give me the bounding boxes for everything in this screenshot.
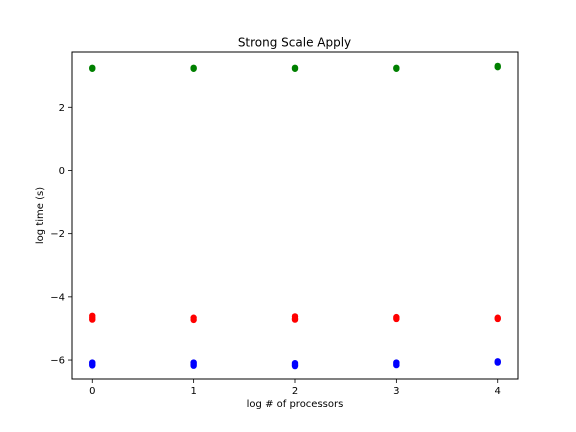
- chart-title: Strong Scale Apply: [238, 36, 351, 50]
- x-axis-label: log # of processors: [247, 399, 344, 410]
- data-point-series-0-3: [190, 65, 196, 71]
- y-tick-label: −2: [50, 229, 65, 240]
- data-point-series-2-11: [393, 362, 399, 368]
- x-tick-label: 0: [89, 386, 95, 397]
- plot-area: [89, 63, 501, 370]
- y-tick-label: −4: [50, 292, 65, 303]
- x-axis: 0 1 2 3 4: [89, 379, 501, 397]
- data-point-series-2-5: [190, 363, 196, 369]
- data-point-series-0-1: [89, 65, 95, 71]
- y-tick-label: 2: [59, 103, 65, 114]
- data-point-series-0-9: [495, 63, 501, 69]
- x-tick-label: 1: [190, 386, 196, 397]
- data-point-series-0-5: [292, 65, 298, 71]
- data-point-series-2-8: [292, 363, 298, 369]
- x-tick-label: 3: [393, 386, 399, 397]
- data-point-series-1-4: [190, 317, 196, 323]
- data-point-series-2-2: [89, 362, 95, 368]
- data-point-series-1-9: [393, 316, 399, 322]
- data-point-series-0-7: [393, 65, 399, 71]
- y-tick-label: 0: [59, 166, 65, 177]
- y-tick-label: −6: [50, 356, 65, 367]
- data-point-series-1-7: [292, 316, 298, 322]
- data-point-series-2-13: [495, 359, 501, 365]
- x-tick-label: 4: [495, 386, 501, 397]
- data-point-series-1-11: [495, 316, 501, 322]
- y-axis: −6 −4 −2 0 2: [50, 103, 72, 367]
- y-axis-label: log time (s): [35, 187, 46, 244]
- axes-frame: [72, 52, 518, 379]
- x-tick-label: 2: [292, 386, 298, 397]
- data-point-series-1-2: [89, 316, 95, 322]
